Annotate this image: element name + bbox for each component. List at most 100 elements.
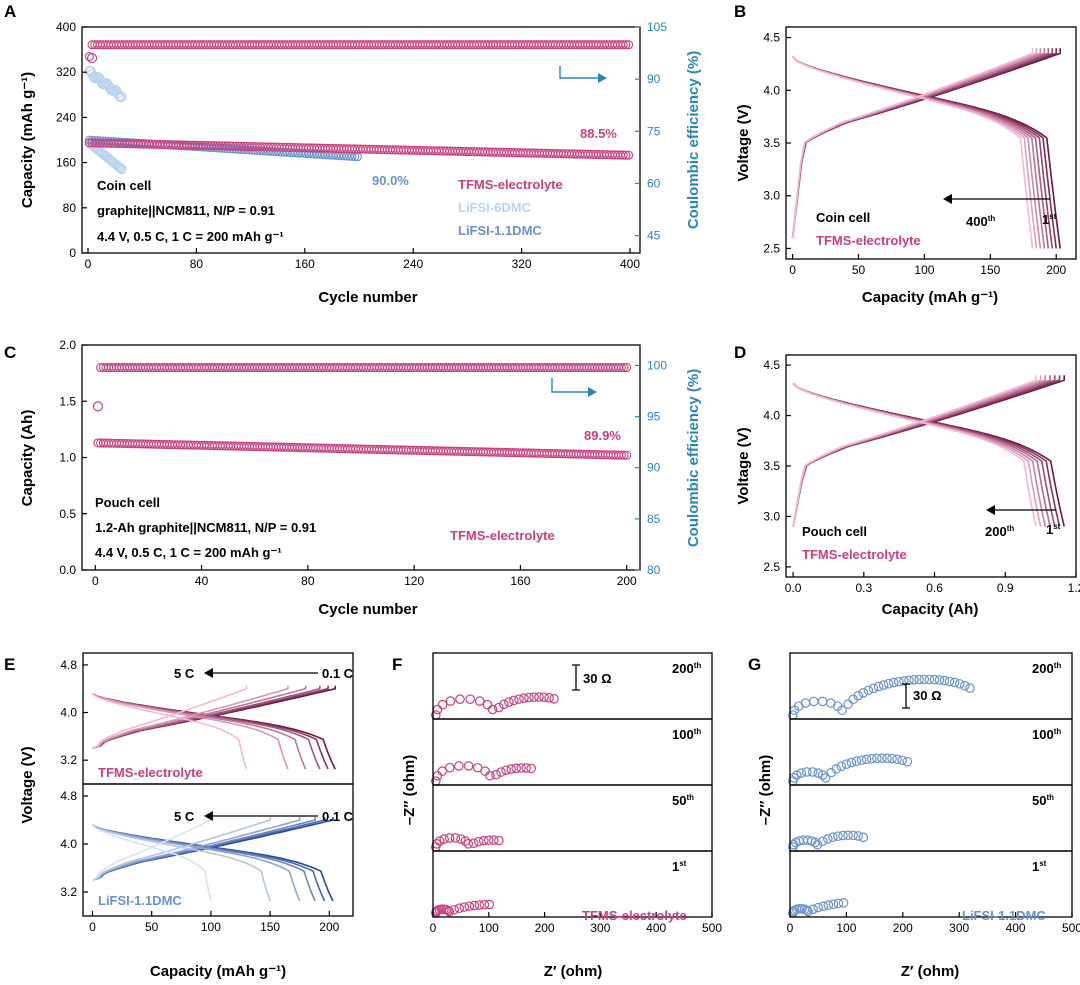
capacity-point-lifsi-1-1dmc (269, 147, 278, 156)
ce-point-tfms-first (86, 52, 98, 64)
panel-g-impedance-point (841, 759, 852, 770)
panel-g-impedance-point (843, 830, 853, 841)
capacity-point-lifsi-1-1dmc (228, 144, 238, 154)
panel-g-impedance-point (822, 834, 833, 844)
panel-c-legend-tfms: TFMS-electrolyte (450, 528, 555, 543)
panel-d-discharge-curve (792, 382, 1037, 527)
panel-g-x-tick-label: 0 (787, 921, 794, 935)
panel-g-impedance-point (914, 674, 924, 685)
panel-f-impedance-point (456, 834, 466, 844)
panel-f-impedance-point (432, 704, 443, 715)
panel-a-y2-tick-label: 75 (647, 124, 661, 138)
panel-g-cycle-label: 50th (1032, 793, 1054, 808)
panel-f-x-label: Z′ (ohm) (544, 963, 603, 980)
panel-c-y2-label: Coulombic efficiency (%) (685, 369, 702, 547)
panel-c-y-tick-label: 1.0 (59, 451, 76, 465)
panel-b-charge-curve (791, 48, 1034, 238)
panel-a-legend-lifsi-1-1dmc: LiFSI-1.1DMC (458, 223, 542, 238)
panel-f-cycle-sup: th (686, 793, 694, 802)
panel-e-y-tick-label: 4.8 (60, 658, 77, 672)
panel-d-y-tick-label: 4.5 (763, 358, 780, 372)
panel-f-impedance-point (478, 835, 489, 846)
panel-f-impedance-point (516, 763, 526, 773)
panel-d-discharge-curve (792, 382, 1051, 527)
panel-e-lifsi-discharge-curve (91, 824, 271, 902)
capacity-point-tfms (622, 450, 632, 460)
panel-g-impedance-point (808, 696, 819, 707)
panel-f-impedance-point (455, 694, 465, 704)
panel-c: 0 40 80 120 160 200 0.0 0.5 1.0 1.5 2.0 80 85 90 95 1… (19, 338, 702, 618)
panel-d-first-cycle: 1st (1046, 522, 1061, 537)
capacity-point-lifsi-1-1dmc (293, 148, 303, 158)
panel-g-x-tick-label: 500 (1062, 921, 1080, 935)
panel-g-impedance-point (873, 681, 884, 692)
panel-a-y-label: Capacity (mAh g⁻¹) (19, 72, 36, 208)
panel-g-impedance-point (856, 755, 867, 765)
panel-label-c: C (4, 343, 16, 362)
panel-f-x-tick-label: 100 (479, 921, 499, 935)
panel-a-y2-tick-label: 60 (647, 176, 661, 190)
ce-point-lifsi-6dmc (116, 91, 127, 102)
panel-d-y-tick-label: 4.0 (763, 409, 780, 423)
panel-g-impedance-point (833, 898, 844, 909)
panel-c-x-ticks: 0 40 80 120 160 200 (92, 565, 637, 588)
panel-f-impedance-point (482, 699, 493, 710)
panel-c-cell-type: Pouch cell (95, 495, 160, 510)
panel-e-lifsi-discharge-curve (92, 824, 301, 902)
panel-g-x-label: Z′ (ohm) (901, 963, 960, 980)
panel-g-impedance-point (853, 690, 864, 701)
panel-c-x-tick-label: 0 (92, 574, 99, 588)
panel-a-y2-tick-label: 45 (647, 229, 661, 243)
panel-e-lifsi-charge-curve (92, 817, 271, 881)
panel-b-first-cycle: 1st (1042, 212, 1057, 227)
panel-g: 200th 100th 50th 1st 0 100 200 300 400 500 Z′ (o… (757, 652, 1080, 980)
panel-f-impedance-point (549, 694, 559, 704)
panel-g-impedance-point (810, 837, 821, 848)
panel-b-x-tick-label: 100 (914, 263, 934, 277)
panel-a-y-tick-label: 80 (63, 201, 77, 215)
panel-e-top-rate-arrow-head (204, 668, 213, 678)
panel-g-plot-area (788, 674, 975, 918)
panel-g-impedance-point (877, 753, 887, 764)
panel-g-cycle-sup: th (1054, 727, 1062, 736)
panel-g-cycle-sup: st (1039, 859, 1046, 868)
panel-g-impedance-point (817, 696, 828, 707)
panel-a-cell-type: Coin cell (97, 178, 151, 193)
panel-b-y-ticks: 2.5 3.0 3.5 4.0 4.5 (763, 31, 791, 255)
capacity-point-lifsi-1-1dmc (288, 148, 297, 158)
panel-a-y-tick-label: 0 (69, 246, 76, 260)
capacity-point-lifsi-1-1dmc (271, 147, 281, 157)
capacity-point-lifsi-1-1dmc (309, 149, 319, 159)
panel-e-bottom-rate-arrow-head (204, 811, 213, 821)
panel-g-impedance-point (861, 754, 872, 765)
panel-a-x-tick-label: 0 (85, 257, 92, 271)
ce-point-lifsi-6dmc (96, 77, 107, 88)
capacity-point-lifsi-1-1dmc (299, 149, 308, 158)
panel-f-y-label: –Z″ (ohm) (401, 755, 418, 826)
panel-a-y-tick-label: 240 (56, 110, 76, 124)
panel-d-y-tick-label: 3.0 (763, 509, 780, 523)
panel-g-impedance-point (878, 680, 889, 690)
panel-d-x-ticks: 0.0 0.3 0.6 0.9 1.2 (785, 572, 1080, 595)
panel-f-frame (432, 850, 713, 918)
panel-a-protocol: 4.4 V, 0.5 C, 1 C = 200 mAh g⁻¹ (97, 229, 284, 244)
panel-e-frame-bottom (82, 783, 354, 917)
panel-g-impedance-point (828, 832, 838, 843)
panel-g-impedance-point (817, 770, 828, 780)
panel-d-cycle-arrow-head (986, 505, 995, 515)
panel-b-plot-area (791, 48, 1061, 249)
capacity-point-tfms (618, 150, 628, 160)
panel-g-impedance-point (863, 685, 874, 696)
panel-f-cycle-label: 100th (672, 727, 701, 742)
panel-g-cycle-sup: th (1054, 661, 1062, 670)
panel-g-impedance-point (802, 767, 812, 777)
panel-c-x-tick-label: 40 (195, 574, 209, 588)
ce-point-tfms (616, 362, 626, 373)
panel-b-y-tick-label: 4.5 (763, 31, 780, 45)
panel-e-x-label: Capacity (mAh g⁻¹) (150, 963, 286, 980)
panel-f: 200th 100th 50th 1st 0 100 200 300 400 500 Z′ (o… (401, 652, 722, 980)
panel-label-e: E (4, 655, 15, 674)
capacity-point-lifsi-1-1dmc (223, 144, 232, 154)
panel-c-y2-tick-label: 95 (647, 410, 661, 424)
panel-g-impedance-point (887, 753, 897, 764)
